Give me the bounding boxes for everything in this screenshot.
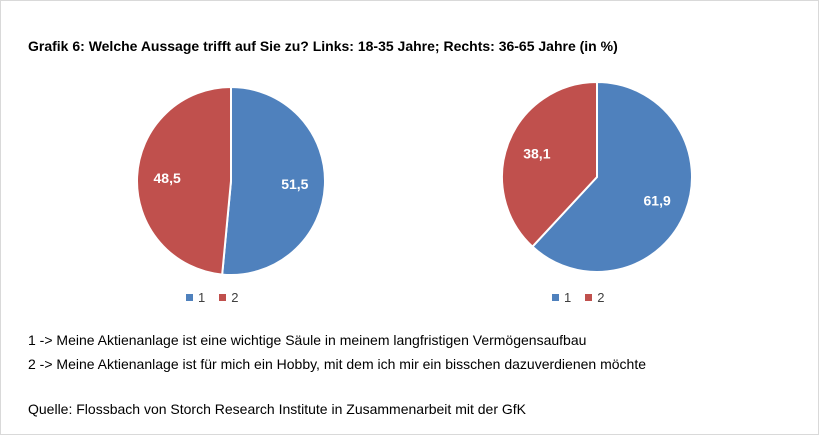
data-label-2: 38,1	[523, 145, 550, 161]
pie-slice-2	[136, 85, 232, 276]
note-1: 1 -> Meine Aktienanlage ist eine wichtig…	[28, 332, 587, 348]
pie-chart-left: 51,5 48,5	[136, 85, 326, 276]
legend-swatch-1	[552, 294, 559, 301]
data-label-1: 51,5	[281, 176, 308, 192]
legend-swatch-2	[219, 294, 227, 301]
pie-slice-1	[530, 80, 693, 273]
legend-label-2: 2	[597, 290, 605, 305]
pie-slice-2	[501, 80, 598, 249]
legend-left: 1 2	[186, 290, 246, 305]
legend-label-1: 1	[564, 290, 572, 305]
legend-item-1: 1	[186, 290, 205, 305]
legend-item-1: 1	[552, 290, 571, 305]
legend-label-2: 2	[231, 290, 239, 305]
legend-swatch-2	[585, 294, 593, 301]
chart-title: Grafik 6: Welche Aussage trifft auf Sie …	[28, 38, 618, 54]
legend-label-1: 1	[198, 290, 206, 305]
note-2: 2 -> Meine Aktienanlage ist für mich ein…	[28, 356, 646, 372]
legend-item-2: 2	[219, 290, 238, 305]
legend-swatch-1	[186, 294, 193, 301]
data-label-2: 48,5	[154, 170, 181, 186]
pie-chart-right: 61,9 38,1	[501, 80, 693, 273]
legend-right: 1 2	[552, 290, 612, 305]
pie-slice-1	[221, 85, 326, 276]
data-label-1: 61,9	[644, 193, 671, 209]
source-note: Quelle: Flossbach von Storch Research In…	[28, 401, 526, 417]
legend-item-2: 2	[585, 290, 604, 305]
